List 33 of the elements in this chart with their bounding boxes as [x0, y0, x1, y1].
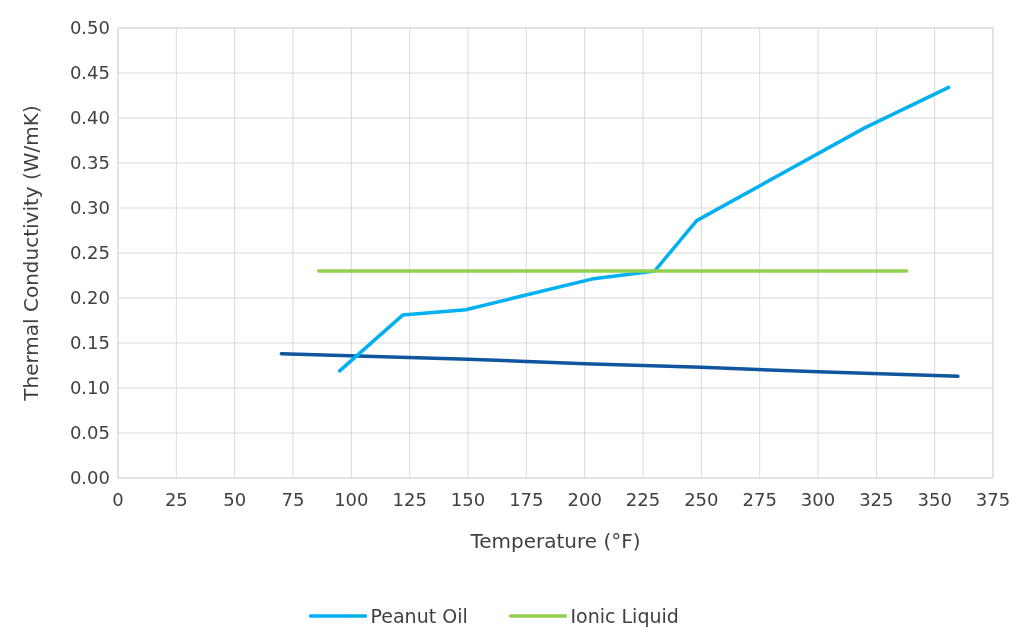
x-tick-label: 200 — [567, 489, 602, 510]
x-tick-label: 375 — [975, 489, 1011, 510]
x-tick-label: 25 — [164, 489, 188, 510]
y-tick-label: 0.10 — [69, 377, 110, 398]
y-tick-label: 0.35 — [69, 152, 110, 173]
y-tick-label: 0.40 — [69, 107, 110, 128]
x-tick-label: 325 — [859, 489, 894, 510]
y-tick-label: 0.00 — [69, 467, 110, 488]
y-tick-label: 0.25 — [69, 242, 110, 263]
y-tick-label: 0.20 — [69, 287, 110, 308]
x-tick-label: 225 — [625, 489, 661, 510]
y-tick-label: 0.50 — [69, 17, 110, 38]
x-tick-label: 175 — [509, 489, 544, 510]
y-axis-title: Thermal Conductivity (W/mK) — [19, 105, 43, 402]
line-series — [279, 352, 960, 379]
x-tick-label: 125 — [392, 489, 427, 510]
y-tick-label: 0.45 — [69, 62, 110, 83]
legend-label: Peanut Oil — [370, 605, 468, 627]
x-tick-label: 300 — [800, 489, 836, 510]
x-tick-label: 250 — [684, 489, 719, 510]
x-tick-label: 275 — [742, 489, 777, 510]
y-tick-label: 0.30 — [69, 197, 110, 218]
y-tick-label: 0.15 — [69, 332, 110, 353]
x-tick-label: 0 — [112, 489, 124, 510]
legend-label: Ionic Liquid — [570, 605, 679, 627]
line-series — [337, 85, 951, 373]
x-tick-label: 100 — [334, 489, 369, 510]
x-tick-label: 350 — [917, 489, 952, 510]
x-tick-label: 150 — [450, 489, 486, 510]
x-tick-label: 50 — [223, 489, 247, 510]
x-axis-title: Temperature (°F) — [469, 529, 641, 553]
y-tick-label: 0.05 — [69, 422, 110, 443]
x-tick-label: 75 — [281, 489, 305, 510]
